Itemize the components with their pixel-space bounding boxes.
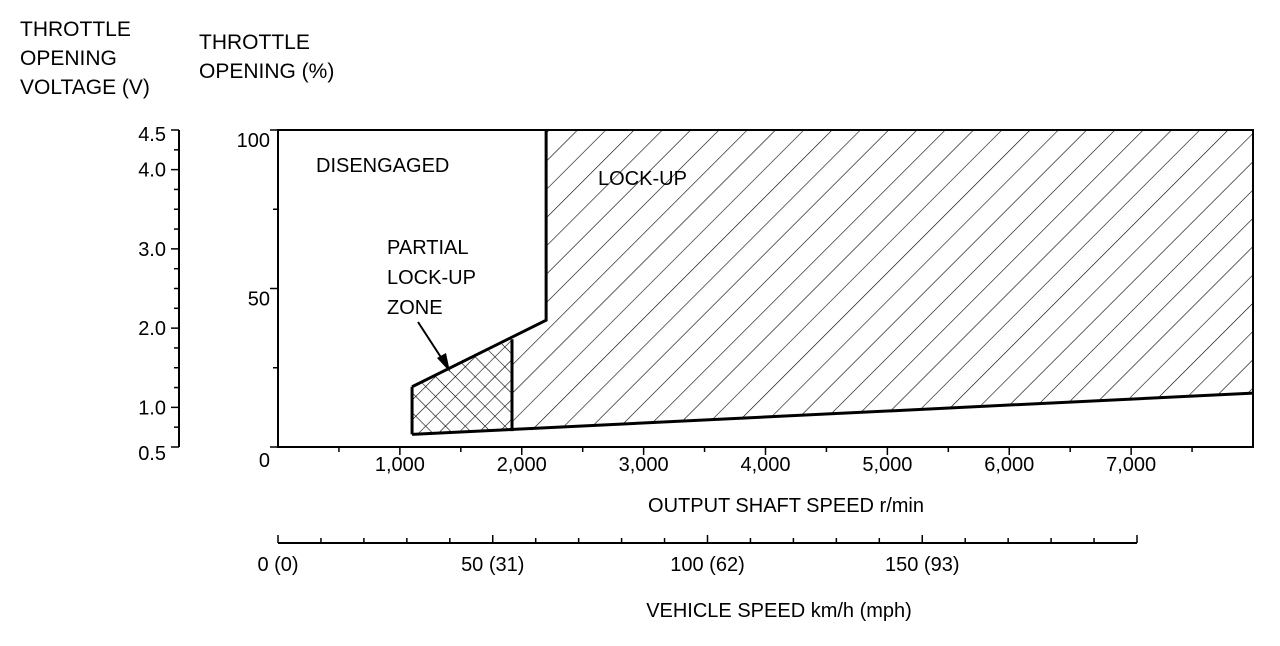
partial-zone-pointer-line [417, 321, 445, 363]
lock-up-label: LOCK-UP [598, 168, 687, 190]
x-tick-label: 2,000 [497, 454, 547, 476]
lock-up-region [512, 130, 1253, 432]
x-tick-label: 5,000 [862, 454, 912, 476]
voltage-axis-title-line: OPENING [20, 47, 117, 70]
y-tick-label: 50 [248, 289, 270, 311]
x-tick-label: 3,000 [619, 454, 669, 476]
partial-lock-up-zone-label: LOCK-UP [387, 267, 476, 289]
voltage-tick-label: 0.5 [138, 443, 166, 465]
y-tick-label: 0 [259, 450, 270, 472]
partial-zone-pointer-arrowhead [437, 353, 450, 372]
x-axis-title: OUTPUT SHAFT SPEED r/min [648, 495, 924, 517]
x-tick-label: 4,000 [740, 454, 790, 476]
voltage-axis-title-line: VOLTAGE (V) [20, 76, 150, 99]
vehicle-speed-axis-title: VEHICLE SPEED km/h (mph) [646, 600, 912, 622]
opening-axis-title-line: THROTTLE [199, 31, 310, 54]
voltage-tick-label: 4.5 [138, 124, 166, 146]
x-tick-label: 7,000 [1106, 454, 1156, 476]
partial-lock-up-zone-label: ZONE [387, 297, 443, 319]
vehicle-speed-tick-label: 150 (93) [885, 554, 960, 576]
vehicle-speed-tick-label: 0 (0) [257, 554, 298, 576]
x-tick-label: 1,000 [375, 454, 425, 476]
voltage-axis-title-line: THROTTLE [20, 18, 131, 41]
opening-axis-title: THROTTLE OPENING (%) [199, 28, 334, 86]
vehicle-speed-tick-label: 50 (31) [461, 554, 524, 576]
voltage-tick-label: 4.0 [138, 160, 166, 182]
lower-boundary-line [411, 391, 1254, 436]
opening-axis-title-line: OPENING (%) [199, 60, 335, 83]
vehicle-speed-tick-label: 100 (62) [670, 554, 745, 576]
partial-lock-up-zone-label: PARTIAL [387, 237, 469, 259]
partial-lock-up-zone-region [412, 339, 512, 435]
voltage-tick-label: 3.0 [138, 239, 166, 261]
y-tick-label: 100 [237, 130, 270, 152]
voltage-tick-label: 1.0 [138, 397, 166, 419]
disengaged-label: DISENGAGED [316, 155, 449, 177]
voltage-tick-label: 2.0 [138, 318, 166, 340]
lock-up-boundary-line [411, 130, 548, 389]
x-tick-label: 6,000 [984, 454, 1034, 476]
voltage-axis-title: THROTTLE OPENING VOLTAGE (V) [20, 15, 150, 102]
